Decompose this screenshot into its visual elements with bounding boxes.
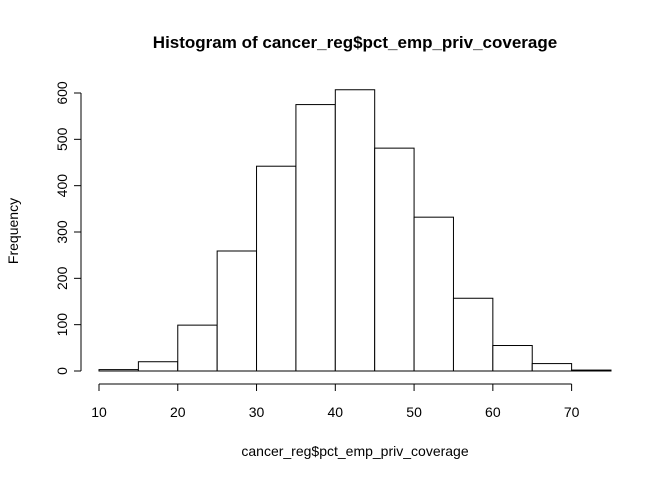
x-tick-label: 50 xyxy=(406,404,422,420)
histogram-bar xyxy=(216,250,258,372)
histogram-bar xyxy=(137,361,179,372)
histogram-bar xyxy=(256,165,297,372)
histogram-bar xyxy=(295,104,336,372)
x-tick-label: 10 xyxy=(91,404,107,420)
histogram-bar xyxy=(452,297,494,372)
x-tick-label: 20 xyxy=(170,404,186,420)
y-tick-label: 300 xyxy=(54,220,70,244)
histogram-bar xyxy=(531,363,573,372)
y-axis-label: Frequency xyxy=(5,198,21,264)
x-tick-label: 60 xyxy=(485,404,501,420)
histogram-bar xyxy=(571,369,612,372)
histogram-bar xyxy=(492,345,533,372)
histogram-bar xyxy=(98,369,139,372)
y-tick-label: 500 xyxy=(54,127,70,151)
y-axis: 0 100 200 300 400 500 600 xyxy=(54,81,82,375)
y-tick-label: 200 xyxy=(54,266,70,290)
histogram-bar xyxy=(413,216,454,372)
chart-title: Histogram of cancer_reg$pct_emp_priv_cov… xyxy=(153,33,557,52)
y-tick-label: 0 xyxy=(54,367,70,375)
y-tick-label: 100 xyxy=(54,313,70,337)
x-tick-label: 40 xyxy=(328,404,344,420)
bars-group xyxy=(98,89,612,372)
histogram-bar xyxy=(177,324,218,372)
y-tick-label: 400 xyxy=(54,174,70,198)
x-axis: 10 20 30 40 50 60 70 xyxy=(91,383,580,420)
x-tick-label: 30 xyxy=(249,404,265,420)
x-axis-label: cancer_reg$pct_emp_priv_coverage xyxy=(241,443,468,459)
x-tick-label: 70 xyxy=(564,404,580,420)
histogram-bar xyxy=(374,147,415,372)
y-tick-label: 600 xyxy=(54,81,70,105)
histogram-bar xyxy=(334,89,376,372)
